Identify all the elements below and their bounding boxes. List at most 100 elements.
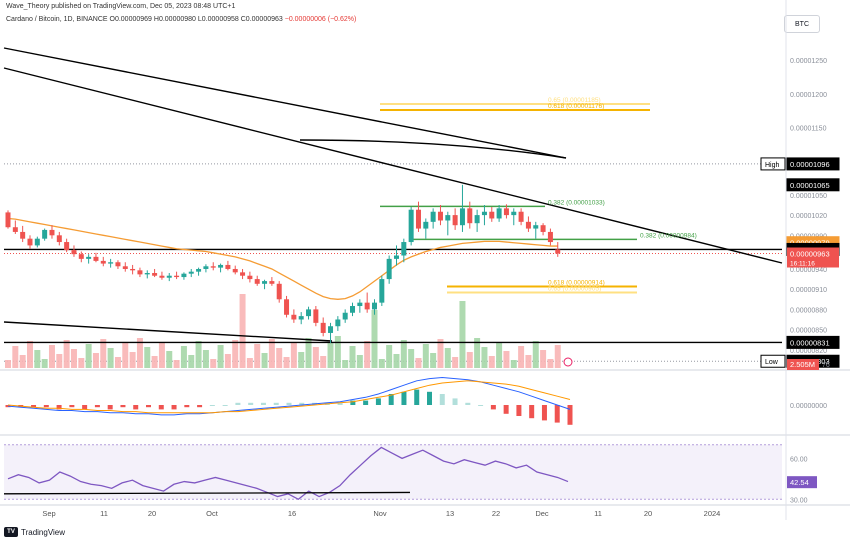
candle-body bbox=[511, 211, 517, 216]
volume-bar bbox=[41, 359, 48, 368]
macd-histogram-bar bbox=[541, 405, 547, 421]
candle-body bbox=[298, 316, 304, 320]
volume-bar bbox=[217, 345, 224, 368]
volume-bar bbox=[422, 344, 429, 368]
y-tick-label: 0.00001250 bbox=[790, 58, 827, 65]
volume-bar bbox=[320, 356, 327, 368]
candle-body bbox=[364, 302, 370, 310]
volume-bar bbox=[408, 349, 415, 368]
candle-body bbox=[196, 268, 202, 272]
volume-bar bbox=[554, 345, 561, 368]
volume-bar bbox=[100, 339, 107, 368]
macd-histogram-bar bbox=[337, 402, 343, 405]
macd-histogram-bar bbox=[197, 405, 203, 408]
last-price-label: 0.00000963 bbox=[790, 249, 830, 258]
candle-body bbox=[481, 211, 487, 216]
y-tick-label: 0.00001020 bbox=[790, 213, 827, 220]
volume-bar bbox=[48, 345, 55, 368]
candle-body bbox=[152, 273, 158, 276]
x-tick-label: 20 bbox=[644, 509, 652, 518]
rsi-y-tick: 60.00 bbox=[790, 456, 808, 463]
volume-bar bbox=[151, 356, 158, 368]
candle-body bbox=[496, 208, 502, 219]
candle-body bbox=[42, 229, 48, 239]
macd-histogram-bar bbox=[350, 400, 356, 405]
macd-histogram-bar bbox=[120, 405, 126, 408]
fib-level-label: 0.382 (0.00000984) bbox=[640, 232, 697, 239]
volume-bar bbox=[85, 344, 92, 368]
candle-body bbox=[137, 270, 143, 275]
currency-button[interactable]: BTC bbox=[784, 15, 820, 33]
price-axis-tag-box bbox=[760, 354, 786, 368]
volume-bar bbox=[34, 350, 41, 368]
candle-body bbox=[415, 209, 421, 229]
candle-body bbox=[130, 268, 136, 271]
x-tick-label: 13 bbox=[446, 509, 454, 518]
macd-histogram-bar bbox=[414, 389, 420, 405]
volume-bar bbox=[444, 348, 451, 368]
candle-body bbox=[379, 279, 385, 303]
candle-body bbox=[93, 256, 99, 261]
tradingview-footer: TV TradingView bbox=[4, 527, 65, 537]
volume-bar bbox=[129, 352, 136, 368]
macd-histogram-bar bbox=[388, 394, 394, 405]
volume-bar bbox=[19, 355, 26, 368]
volume-partial-label: 76 bbox=[822, 362, 830, 369]
macd-histogram-bar bbox=[209, 405, 215, 406]
price-axis-label: 0.00001065 bbox=[790, 181, 830, 190]
candle-body bbox=[474, 215, 480, 224]
candle-body bbox=[459, 208, 465, 226]
volume-bar bbox=[254, 344, 261, 368]
candle-body bbox=[518, 211, 524, 222]
x-tick-label: 11 bbox=[594, 509, 602, 518]
candle-body bbox=[5, 212, 11, 228]
y-tick-label: 0.00001200 bbox=[790, 92, 827, 99]
volume-bar bbox=[210, 359, 217, 368]
candle-body bbox=[452, 215, 458, 226]
volume-label-box bbox=[787, 359, 819, 370]
volume-bar bbox=[525, 355, 532, 368]
candle-body bbox=[393, 255, 399, 259]
candle-body bbox=[27, 238, 33, 246]
candle-body bbox=[503, 208, 509, 216]
volume-bar bbox=[246, 358, 253, 368]
macd-histogram-bar bbox=[133, 405, 139, 410]
candle-body bbox=[174, 275, 180, 278]
ema-line bbox=[7, 217, 558, 300]
rsi-support-line bbox=[3, 491, 411, 495]
x-tick-label: 16 bbox=[288, 509, 296, 518]
price-axis-label-box bbox=[786, 335, 840, 349]
symbol-name: Cardano / Bitcoin, 1D, BINANCE bbox=[6, 16, 108, 23]
volume-bar bbox=[63, 340, 70, 368]
price-axis-tag: High bbox=[765, 162, 780, 169]
macd-histogram-bar bbox=[516, 405, 522, 416]
candle-body bbox=[445, 215, 451, 221]
macd-histogram-bar bbox=[478, 405, 484, 406]
volume-bar bbox=[78, 358, 85, 368]
macd-histogram-bar bbox=[69, 405, 75, 408]
x-tick-label: Nov bbox=[373, 509, 387, 518]
candle-body bbox=[328, 326, 334, 333]
volume-bar bbox=[290, 343, 297, 368]
volume-bar bbox=[312, 347, 319, 368]
macd-histogram-bar bbox=[503, 405, 509, 414]
lightning-icon bbox=[563, 357, 573, 367]
candle-body bbox=[64, 242, 70, 251]
macd-histogram-bar bbox=[299, 402, 305, 405]
macd-histogram-bar bbox=[94, 405, 100, 408]
fib-level-label: 0.618 (0.00000914) bbox=[548, 279, 605, 286]
candle-body bbox=[313, 309, 319, 323]
candle-body bbox=[350, 306, 356, 313]
macd-histogram-bar bbox=[452, 398, 458, 405]
last-price-box bbox=[787, 247, 839, 268]
volume-bar bbox=[166, 351, 173, 368]
trendline bbox=[299, 139, 567, 159]
candle-body bbox=[159, 275, 165, 278]
candle-body bbox=[276, 283, 282, 300]
tradingview-brand: TradingView bbox=[21, 527, 66, 537]
macd-histogram-bar bbox=[31, 405, 37, 408]
macd-histogram-bar bbox=[260, 402, 266, 405]
candle-body bbox=[218, 264, 224, 268]
x-tick-label: 2024 bbox=[704, 509, 721, 518]
